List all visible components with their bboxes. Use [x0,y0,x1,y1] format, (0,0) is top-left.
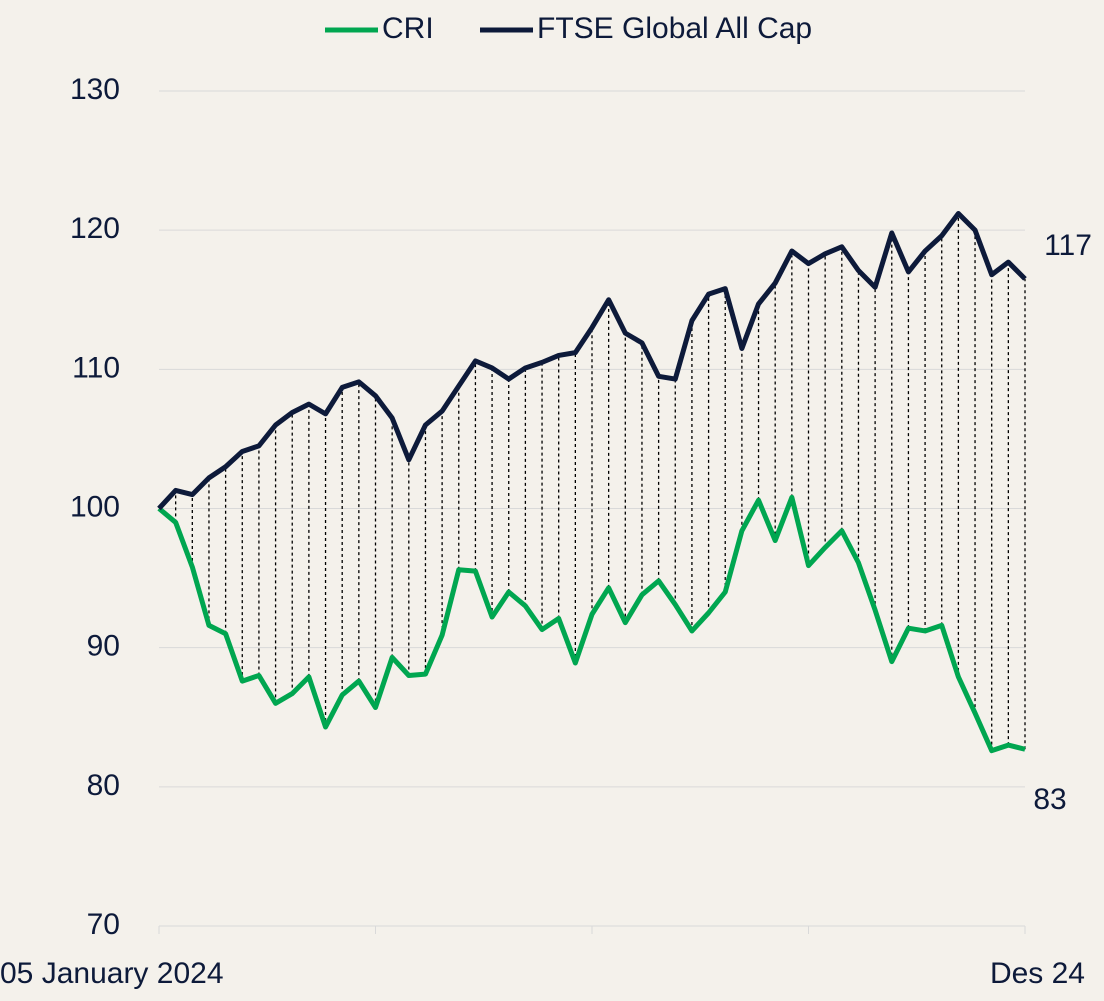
y-tick-label: 110 [72,351,120,384]
series-line [157,494,1026,754]
y-tick-label: 100 [70,490,120,523]
x-tick-label: Des 24 [990,957,1085,990]
series-line [157,210,1027,511]
legend-label: CRI [382,12,434,45]
y-tick-label: 90 [87,630,120,663]
y-tick-label: 70 [87,908,120,941]
y-tick-label: 80 [87,769,120,802]
end-label: 83 [1033,783,1066,816]
legend-label: FTSE Global All Cap [537,12,812,45]
y-tick-label: 120 [70,212,120,245]
y-tick-label: 130 [70,73,120,106]
end-label: 117 [1044,229,1092,262]
x-tick-label: 05 January 2024 [0,957,224,990]
